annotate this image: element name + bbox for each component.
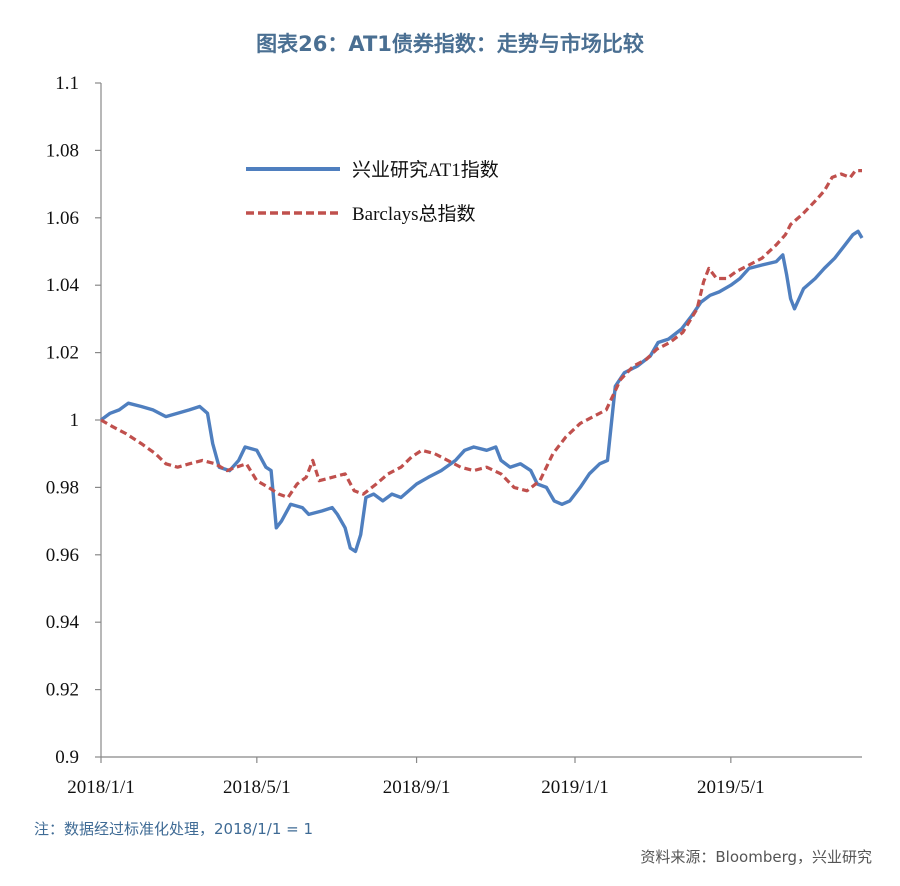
x-tick-label: 2019/1/1	[541, 777, 609, 798]
x-tick-label: 2019/5/1	[697, 777, 765, 798]
y-tick-label: 1.08	[46, 140, 79, 161]
legend: 兴业研究AT1指数 Barclays总指数	[246, 159, 499, 225]
y-tick-label: 0.96	[46, 545, 79, 566]
y-tick-label: 0.9	[55, 747, 79, 768]
y-tick-label: 0.92	[46, 680, 79, 701]
page-title: 图表26：AT1债券指数：走势与市场比较	[256, 32, 644, 56]
legend-label-1: 兴业研究AT1指数	[352, 159, 499, 181]
y-tick-label: 1.1	[55, 73, 79, 94]
y-tick-label: 1.02	[46, 343, 79, 364]
x-tick-labels: 2018/1/1 2018/5/1 2018/9/1 2019/1/1 2019/5/1	[67, 777, 764, 798]
y-tick-labels: 0.9 0.92 0.94 0.96 0.98 1 1.02 1.04 1.06 1.08 1.1	[46, 73, 80, 768]
source-credit: 资料来源：Bloomberg，兴业研究	[640, 848, 872, 866]
y-tick-label: 1	[70, 410, 80, 431]
x-tick-label: 2018/1/1	[67, 777, 135, 798]
chart-note: 注：数据经过标准化处理，2018/1/1 = 1	[34, 820, 314, 838]
y-tick-label: 1.06	[46, 208, 79, 229]
series-lines	[99, 169, 864, 554]
y-tick-label: 1.04	[46, 275, 80, 296]
x-tick-label: 2018/5/1	[223, 777, 291, 798]
series-line-2	[100, 169, 862, 500]
y-tick-label: 0.94	[46, 612, 80, 633]
y-tick-label: 0.98	[46, 477, 79, 498]
legend-label-2: Barclays总指数	[352, 203, 475, 225]
series-line-1	[99, 229, 864, 554]
x-tick-label: 2018/9/1	[383, 777, 451, 798]
